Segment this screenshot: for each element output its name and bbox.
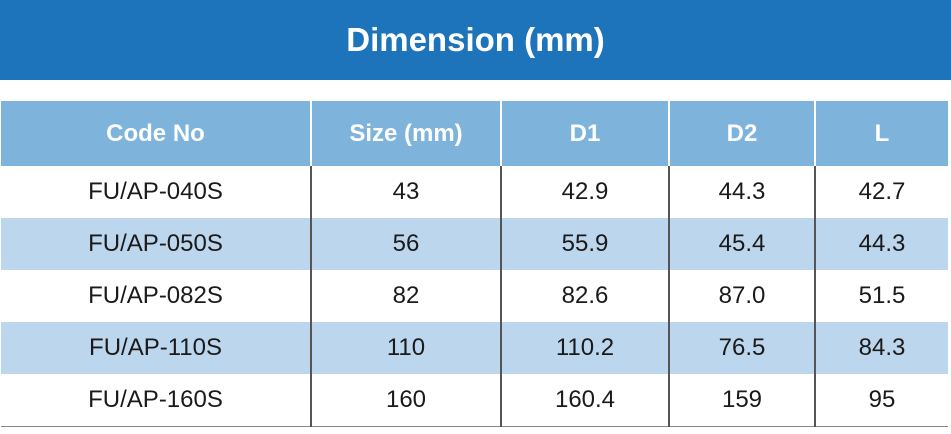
cell-d1: 160.4 bbox=[500, 374, 669, 427]
cell-code: FU/AP-050S bbox=[1, 218, 311, 270]
cell-code: FU/AP-110S bbox=[1, 322, 311, 374]
cell-l: 51.5 bbox=[814, 270, 948, 322]
cell-d1: 55.9 bbox=[500, 218, 669, 270]
cell-size: 56 bbox=[310, 218, 501, 270]
cell-size: 110 bbox=[310, 322, 501, 374]
title-bar: Dimension (mm) bbox=[0, 0, 951, 80]
cell-size: 43 bbox=[310, 166, 501, 218]
cell-code: FU/AP-040S bbox=[88, 178, 223, 205]
dimension-table: Code No Size (mm) D1 D2 L FU/AP-040S 43 … bbox=[1, 101, 948, 427]
header-row: Code No Size (mm) D1 D2 L bbox=[1, 101, 948, 166]
cell-l: 95 bbox=[814, 374, 948, 427]
cell-d1: 82.6 bbox=[500, 270, 669, 322]
cell-l: 42.7 bbox=[814, 166, 948, 218]
table-row: FU/AP-160S 160 160.4 159 95 bbox=[1, 374, 948, 427]
table-row: FU/AP-050S 56 55.9 45.4 44.3 bbox=[1, 218, 948, 270]
table-row: FU/AP-110S 110 110.2 76.5 84.3 bbox=[1, 322, 948, 374]
table-row: FU/AP-040S 43 42.9 44.3 42.7 bbox=[1, 166, 948, 218]
cell-d2: 87.0 bbox=[668, 270, 815, 322]
header-code-no: Code No bbox=[1, 101, 311, 166]
cell-d2: 159 bbox=[668, 374, 815, 427]
cell-d1: 110.2 bbox=[500, 322, 669, 374]
header-d2: D2 bbox=[668, 101, 815, 166]
header-size: Size (mm) bbox=[310, 101, 501, 166]
cell-code: FU/AP-160S bbox=[1, 374, 311, 427]
table-row: FU/AP-082S 82 82.6 87.0 51.5 bbox=[1, 270, 948, 322]
header-l: L bbox=[814, 101, 948, 166]
header-d1: D1 bbox=[500, 101, 669, 166]
cell-d2: 45.4 bbox=[668, 218, 815, 270]
cell-l: 84.3 bbox=[814, 322, 948, 374]
cell-d2: 44.3 bbox=[668, 166, 815, 218]
cell-d1: 42.9 bbox=[500, 166, 669, 218]
page-title: Dimension (mm) bbox=[346, 21, 605, 58]
cell-d2: 76.5 bbox=[668, 322, 815, 374]
cell-size: 160 bbox=[310, 374, 501, 427]
cell-size: 82 bbox=[310, 270, 501, 322]
cell-l: 44.3 bbox=[814, 218, 948, 270]
cell-code: FU/AP-082S bbox=[88, 282, 223, 309]
